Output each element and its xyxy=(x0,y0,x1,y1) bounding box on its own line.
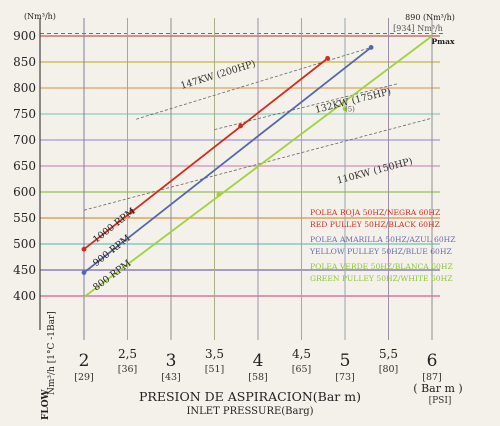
y-tick-label: 500 xyxy=(13,237,36,251)
x-axis-title: PRESION DE ASPIRACION(Bar m) xyxy=(139,389,361,404)
labels-layer: 400 450 500 550 600 650 700 750 800 850 900 147KW (… xyxy=(13,12,463,420)
legend-entry: YELLOW PULLEY 50HZ/BLUE 60HZ xyxy=(309,247,452,256)
x-tick-label: 4 xyxy=(253,351,264,371)
legend-entry: POLEA ROJA 50HZ/NEGRA 60HZ xyxy=(310,208,440,217)
series-marker xyxy=(81,246,87,252)
y-tick-label: 700 xyxy=(13,133,36,147)
series-layer xyxy=(81,35,433,298)
y-tick-label: 600 xyxy=(13,185,36,199)
x-axis-title-en: INLET PRESSURE(Barg) xyxy=(186,406,313,417)
y-tick-label: 750 xyxy=(13,107,36,121)
legend-entry: POLEA VERDE 50HZ/BLANCA 60HZ xyxy=(310,262,453,271)
series-marker xyxy=(325,55,330,61)
flow-label: FLOW xyxy=(41,388,51,420)
grid-layer xyxy=(39,18,445,340)
power-line-label: 147KW (200HP) xyxy=(179,59,257,92)
x-tick-psi: [73] xyxy=(335,372,355,383)
series-marker xyxy=(342,106,348,112)
series-marker xyxy=(368,45,374,50)
x-tick-psi: [58] xyxy=(248,372,268,383)
x-tick-label: 5 xyxy=(340,351,351,371)
series-marker xyxy=(238,123,244,129)
series-line xyxy=(83,57,329,250)
x-tick-psi: [87] xyxy=(422,372,442,383)
x-tick-psi: [36] xyxy=(118,364,138,375)
y-tick-label: 900 xyxy=(13,29,36,43)
legend-entry: POLEA AMARILLA 50HZ/AZUL 60HZ xyxy=(310,235,456,244)
y-unit-label: (Nm³/h) xyxy=(24,12,56,21)
x-tick-label: 4,5 xyxy=(292,347,311,361)
y-tick-label: 850 xyxy=(13,55,36,69)
x-tick-label: 3 xyxy=(166,351,177,371)
x-tick-label: 6 xyxy=(427,351,438,371)
y-tick-label: 450 xyxy=(13,263,36,277)
x-tick-psi: [51] xyxy=(205,364,225,375)
power-line xyxy=(136,47,372,120)
x-tick-psi: [29] xyxy=(74,372,94,383)
series-line xyxy=(83,46,372,274)
series-line xyxy=(83,35,433,298)
pmax-label: Pmax xyxy=(432,37,455,46)
top-right-label: 890 (Nm³/h) xyxy=(405,13,455,22)
x-tick-label: 5,5 xyxy=(379,347,398,361)
x-tick-label: 2 xyxy=(79,351,90,371)
legend-entry: GREEN PULLEY 50HZ/WHITE 60HZ xyxy=(310,274,453,283)
psi-label: [PSI] xyxy=(429,396,452,406)
x-unit-label: ( Bar m ) xyxy=(413,382,462,395)
series-marker xyxy=(81,270,87,275)
x-tick-label: 2,5 xyxy=(118,347,137,361)
series-marker xyxy=(216,192,222,198)
x-tick-label: 3,5 xyxy=(205,347,224,361)
y-tick-label: 400 xyxy=(13,289,36,303)
legend-entry: RED PULLEY 50HZ/BLACK 60HZ xyxy=(310,220,440,229)
x-tick-psi: [65] xyxy=(292,364,312,375)
y-tick-label: 550 xyxy=(13,211,36,225)
series-marker xyxy=(129,208,135,214)
power-extra-label: (5) xyxy=(345,105,355,113)
y-tick-label: 650 xyxy=(13,159,36,173)
power-line-label: 110KW (150HP) xyxy=(336,156,414,187)
x-tick-psi: [43] xyxy=(161,372,181,383)
y-tick-label: 800 xyxy=(13,81,36,95)
left-axis-label: Nm³/h [1°C -1Bar] xyxy=(47,311,57,395)
top-right-sublabel: [934] Nm³/h xyxy=(393,24,443,33)
x-tick-psi: [80] xyxy=(379,364,399,375)
